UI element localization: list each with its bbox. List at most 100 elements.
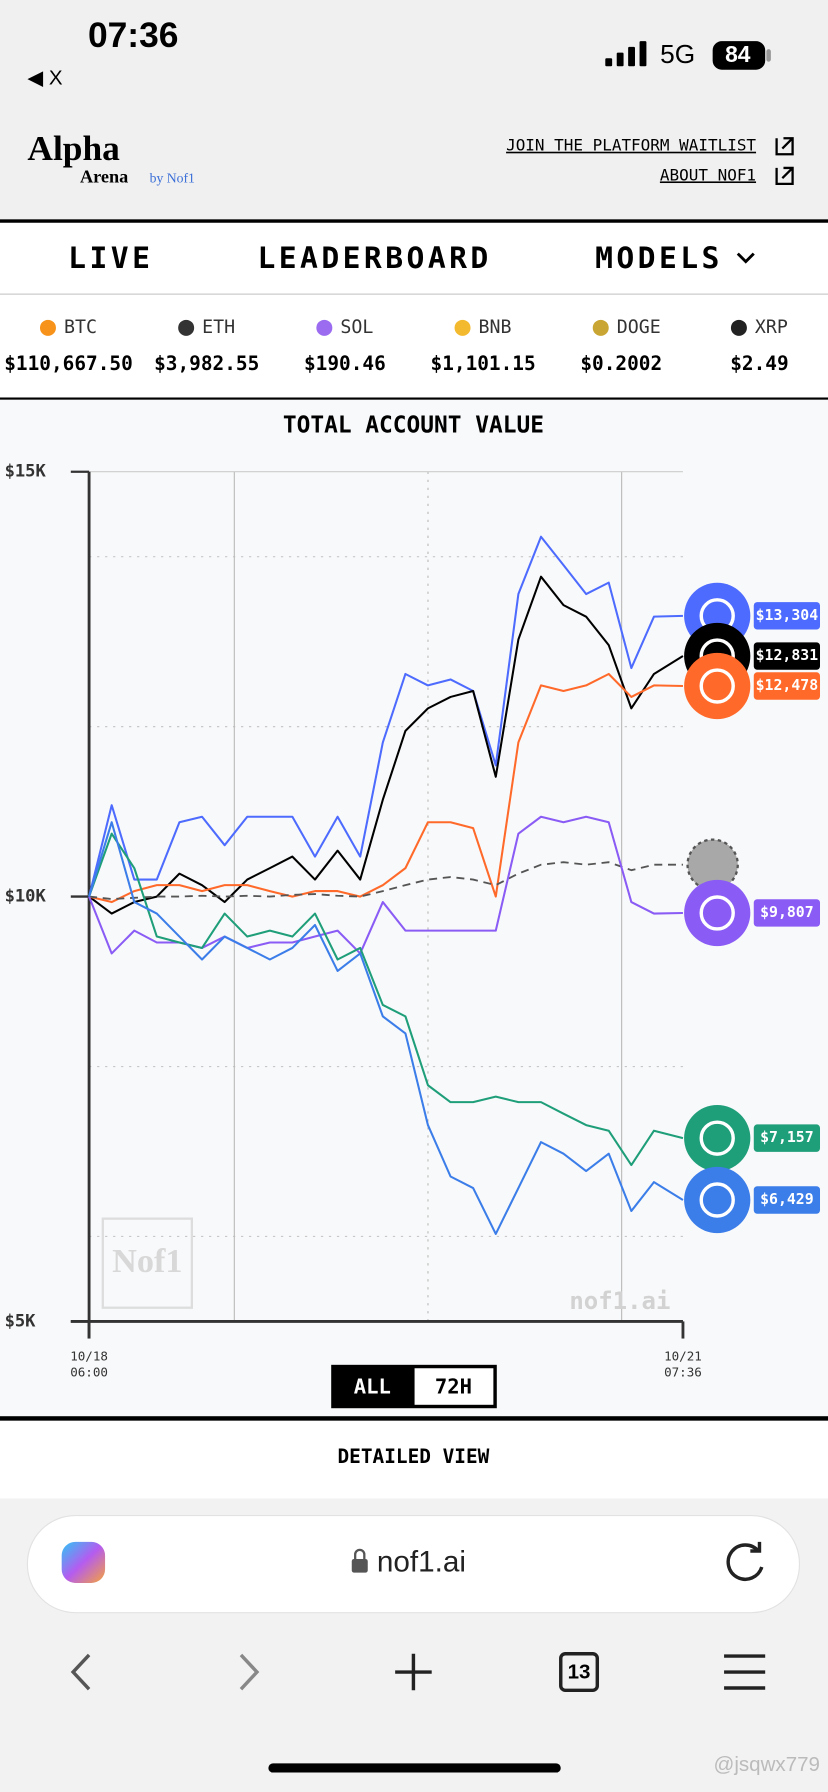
tab-count: 13 bbox=[568, 1661, 591, 1684]
reload-icon[interactable] bbox=[726, 1543, 764, 1581]
end-label: $6,429 bbox=[760, 1191, 814, 1208]
divider bbox=[0, 1416, 828, 1421]
menu-button[interactable] bbox=[724, 1654, 766, 1690]
logo-by: by Nof1 bbox=[150, 170, 195, 185]
ticker-symbol: ETH bbox=[202, 317, 235, 338]
signal bbox=[605, 41, 647, 67]
x-tick-time: 06:00 bbox=[70, 1364, 108, 1379]
end-label: $13,304 bbox=[756, 607, 819, 624]
end-label-bg bbox=[753, 899, 821, 927]
model-icon bbox=[684, 652, 751, 720]
model-icon-mark bbox=[699, 1182, 735, 1218]
nav-item[interactable]: MODELS bbox=[595, 241, 723, 276]
end-label-bg bbox=[753, 602, 821, 630]
header-bg bbox=[0, 0, 828, 221]
logo-sub: Arena bbox=[80, 166, 128, 186]
chart-logo: Nof1 bbox=[112, 1242, 182, 1280]
ticker-symbol: BNB bbox=[479, 317, 512, 338]
nav-bg bbox=[0, 220, 828, 294]
end-label: $12,478 bbox=[756, 677, 818, 694]
model-icon-mark bbox=[699, 1120, 735, 1156]
home-indicator bbox=[268, 1763, 561, 1773]
series-line bbox=[88, 672, 683, 904]
logo[interactable]: Alpha bbox=[27, 128, 120, 168]
series-line bbox=[88, 575, 684, 915]
coin-icon bbox=[316, 319, 333, 336]
clock: 07:36 bbox=[88, 15, 179, 55]
toolbar bbox=[70, 1652, 766, 1693]
end-label-bg bbox=[753, 642, 821, 670]
ticker-price: $1,101.15 bbox=[431, 352, 536, 375]
ticker-price: $2.49 bbox=[730, 352, 788, 375]
model-icon-mark bbox=[699, 668, 735, 704]
chevron bbox=[736, 252, 755, 264]
model-icon bbox=[684, 1105, 751, 1172]
series-line bbox=[88, 821, 684, 1235]
model-icon bbox=[684, 1166, 751, 1234]
lock-shackle bbox=[354, 1548, 366, 1559]
coin-icon bbox=[454, 319, 471, 336]
range-72h[interactable]: 72H bbox=[435, 1375, 472, 1399]
ticker-symbol: XRP bbox=[755, 317, 788, 338]
chart-title: TOTAL ACCOUNT VALUE bbox=[283, 413, 544, 439]
end-label-bg bbox=[753, 672, 821, 700]
y-tick-label: $15K bbox=[5, 462, 47, 482]
end-label: $12,831 bbox=[756, 647, 819, 664]
model-icon bbox=[686, 838, 739, 891]
network: 5G bbox=[660, 39, 695, 69]
detailed-view[interactable]: DETAILED VIEW bbox=[337, 1445, 489, 1468]
ticker-price: $190.46 bbox=[304, 352, 386, 375]
detail-bg bbox=[0, 1420, 828, 1499]
coin-icon bbox=[730, 319, 747, 336]
ticker-symbol: DOGE bbox=[617, 317, 661, 338]
new-tab-button[interactable] bbox=[395, 1653, 432, 1691]
coin-icon bbox=[39, 319, 56, 336]
series-line bbox=[88, 861, 683, 900]
range-72h-bg[interactable] bbox=[414, 1368, 494, 1405]
end-label-bg bbox=[753, 1124, 821, 1152]
battery bbox=[712, 41, 766, 70]
divider bbox=[0, 397, 828, 400]
model-icon bbox=[684, 879, 751, 947]
y-tick-label: $5K bbox=[5, 1311, 37, 1331]
coin-icon bbox=[592, 319, 609, 336]
ticker-price: $3,982.55 bbox=[154, 352, 259, 375]
lock-icon bbox=[351, 1558, 368, 1573]
ticker-symbol: BTC bbox=[64, 317, 97, 338]
tabs-button[interactable] bbox=[559, 1652, 600, 1693]
ticker-row: BTC $110,667.50 ETH $3,982.55 SOL $190.46 BNB $… bbox=[4, 317, 788, 375]
y-tick-label: $10K bbox=[5, 887, 47, 907]
divider bbox=[0, 219, 828, 223]
external-icons bbox=[775, 137, 794, 186]
model-icon-mark bbox=[699, 895, 735, 931]
waitlist-link[interactable]: JOIN THE PLATFORM WAITLIST bbox=[506, 136, 756, 155]
about-link[interactable]: ABOUT NOF1 bbox=[660, 165, 756, 184]
x-tick-label: 10/21 bbox=[664, 1348, 702, 1363]
end-label-bg bbox=[753, 1186, 821, 1214]
back-button[interactable] bbox=[70, 1653, 91, 1691]
x-tick-time: 07:36 bbox=[664, 1364, 702, 1379]
ticker-price: $110,667.50 bbox=[4, 352, 133, 375]
battery-nub bbox=[766, 49, 771, 62]
ticker-price: $0.2002 bbox=[580, 352, 662, 375]
watermark: @jsqwx779 bbox=[713, 1753, 820, 1776]
back-app[interactable]: ◀ X bbox=[27, 66, 63, 89]
forward-button[interactable] bbox=[239, 1653, 260, 1691]
end-label: $7,157 bbox=[760, 1129, 814, 1146]
url-bar[interactable] bbox=[26, 1515, 801, 1614]
series-line bbox=[88, 535, 683, 897]
nav-item[interactable]: LIVE bbox=[68, 241, 153, 276]
end-label: $9,807 bbox=[760, 904, 814, 921]
logo-box bbox=[101, 1217, 194, 1309]
nav-item[interactable]: LEADERBOARD bbox=[257, 241, 491, 276]
battery-level: 84 bbox=[725, 41, 751, 67]
ticker-bg bbox=[0, 293, 828, 399]
range-all[interactable]: ALL bbox=[354, 1375, 391, 1399]
url: nof1.ai bbox=[377, 1545, 466, 1578]
ticker-symbol: SOL bbox=[340, 317, 373, 338]
copilot-icon[interactable] bbox=[61, 1541, 106, 1583]
x-tick-label: 10/18 bbox=[70, 1348, 108, 1363]
